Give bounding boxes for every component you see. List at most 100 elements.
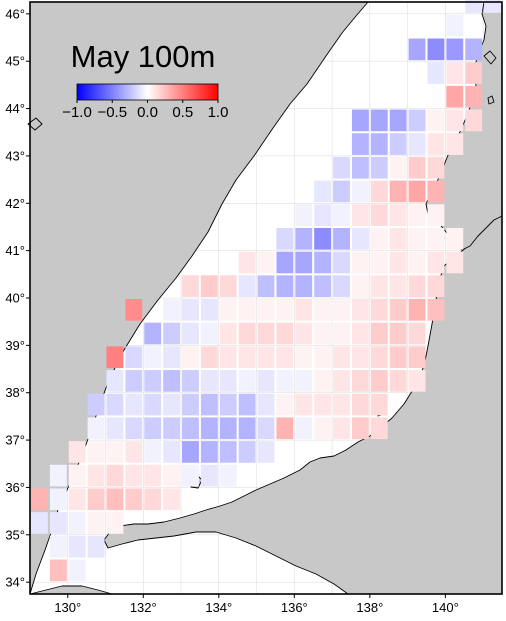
anomaly-cell [125, 393, 143, 416]
anomaly-cell [370, 251, 388, 274]
anomaly-cell [314, 417, 332, 440]
anomaly-cell [200, 275, 218, 297]
anomaly-cell [408, 322, 426, 345]
lat-tick-label: 42° [5, 196, 25, 211]
anomaly-cell [295, 275, 313, 297]
anomaly-cell [106, 464, 124, 487]
anomaly-cell [295, 251, 313, 274]
anomaly-cell [144, 322, 162, 345]
anomaly-cell [314, 370, 332, 392]
anomaly-cell [200, 346, 218, 369]
anomaly-cell [427, 275, 445, 297]
anomaly-cell [427, 204, 445, 226]
anomaly-cell [257, 417, 275, 440]
anomaly-cell [49, 512, 67, 534]
anomaly-cell [182, 322, 199, 345]
anomaly-cell [351, 251, 369, 274]
anomaly-cell [314, 275, 332, 297]
lat-tick-label: 41° [5, 243, 25, 258]
anomaly-cell [200, 370, 218, 392]
anomaly-cell [238, 251, 256, 274]
colorbar-tick-label: 0.0 [137, 104, 158, 121]
anomaly-cell [351, 227, 369, 250]
anomaly-cell [144, 393, 162, 416]
anomaly-cell [408, 299, 426, 321]
anomaly-cell [182, 275, 199, 297]
anomaly-cell [351, 322, 369, 345]
lon-tick-label: 130° [54, 600, 81, 615]
anomaly-cell [370, 180, 388, 203]
anomaly-cell [31, 488, 48, 511]
anomaly-cell [333, 156, 350, 179]
anomaly-cell [182, 441, 199, 463]
anomaly-cell [163, 322, 181, 345]
anomaly-cell [106, 417, 124, 440]
anomaly-cell [219, 464, 237, 487]
anomaly-cell [370, 227, 388, 250]
anomaly-cell [465, 109, 483, 132]
anomaly-cell [408, 180, 426, 203]
anomaly-cell [408, 109, 426, 132]
anomaly-cell [333, 417, 350, 440]
anomaly-cell [257, 299, 275, 321]
anomaly-cell [370, 156, 388, 179]
anomaly-cell [125, 488, 143, 511]
anomaly-cell [238, 393, 256, 416]
anomaly-cell [370, 299, 388, 321]
anomaly-cell [182, 370, 199, 392]
anomaly-cell [163, 346, 181, 369]
anomaly-cell [427, 251, 445, 274]
anomaly-cell [257, 370, 275, 392]
anomaly-cell [49, 535, 67, 558]
anomaly-cell [446, 14, 464, 37]
anomaly-cell [87, 488, 105, 511]
anomaly-cell [276, 275, 294, 297]
anomaly-cell [370, 346, 388, 369]
anomaly-cell [49, 464, 67, 487]
anomaly-cell [200, 417, 218, 440]
anomaly-cell [200, 441, 218, 463]
anomaly-cell [370, 133, 388, 155]
anomaly-cell [219, 346, 237, 369]
anomaly-cell [351, 275, 369, 297]
anomaly-cell [68, 464, 86, 487]
anomaly-cell [144, 346, 162, 369]
anomaly-cell [163, 441, 181, 463]
anomaly-cell [68, 441, 86, 463]
anomaly-cell [106, 441, 124, 463]
lat-tick-label: 36° [5, 480, 25, 495]
anomaly-cell [257, 322, 275, 345]
anomaly-cell [370, 393, 388, 416]
anomaly-cell [257, 275, 275, 297]
anomaly-cell [314, 227, 332, 250]
anomaly-cell [106, 393, 124, 416]
anomaly-cell [351, 346, 369, 369]
lon-tick-label: 136° [281, 600, 308, 615]
anomaly-cell [446, 251, 464, 274]
lat-tick-label: 46° [5, 6, 25, 21]
anomaly-cell [49, 488, 67, 511]
anomaly-cell [314, 251, 332, 274]
anomaly-cell [427, 227, 445, 250]
anomaly-cell [389, 346, 407, 369]
anomaly-cell [125, 441, 143, 463]
anomaly-cell [238, 346, 256, 369]
anomaly-cell [182, 464, 199, 487]
anomaly-cell [351, 156, 369, 179]
anomaly-cell [370, 417, 388, 440]
anomaly-cell [106, 512, 124, 534]
anomaly-cell [144, 464, 162, 487]
anomaly-cell [370, 370, 388, 392]
anomaly-cell [219, 299, 237, 321]
map-title: May 100m [71, 39, 216, 74]
anomaly-cell [125, 464, 143, 487]
anomaly-cell [49, 559, 67, 582]
anomaly-cell [446, 62, 464, 84]
anomaly-cell [446, 38, 464, 61]
anomaly-cell [333, 180, 350, 203]
anomaly-cell [465, 0, 483, 13]
lon-tick-label: 138° [356, 600, 383, 615]
anomaly-cell [295, 417, 313, 440]
anomaly-cell [314, 180, 332, 203]
